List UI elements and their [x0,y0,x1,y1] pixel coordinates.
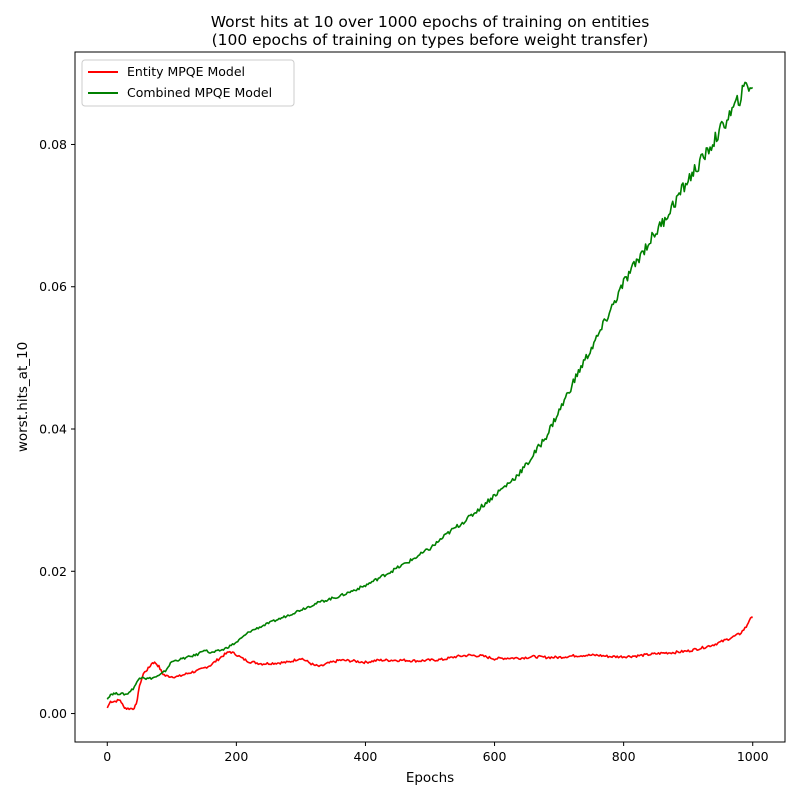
x-tick-label: 400 [354,749,378,764]
x-tick-label: 800 [612,749,636,764]
x-axis-label: Epochs [406,770,454,786]
y-tick-label: 0.02 [39,564,67,579]
x-tick-label: 200 [224,749,248,764]
legend: Entity MPQE Model Combined MPQE Model [81,59,295,107]
y-axis: 0.00 0.02 0.04 0.06 0.08 [39,137,75,721]
legend-label-entity: Entity MPQE Model [127,64,245,79]
x-axis: 0 200 400 600 800 1000 [103,742,769,764]
y-tick-label: 0.04 [39,422,67,437]
plot-area [75,52,785,742]
chart-title-line1: Worst hits at 10 over 1000 epochs of tra… [211,13,650,31]
combined-mpqe-series-line [106,81,754,700]
legend-frame [81,59,295,107]
x-tick-label: 0 [103,749,111,764]
y-tick-label: 0.00 [39,706,67,721]
y-tick-label: 0.06 [39,279,67,294]
plot-frame [74,51,786,743]
x-tick-label: 600 [483,749,507,764]
y-axis-label: worst.hits_at_10 [15,342,31,452]
x-tick-label: 1000 [737,749,769,764]
chart-title-line2: (100 epochs of training on types before … [212,31,649,49]
legend-label-combined: Combined MPQE Model [127,85,272,100]
series-layer [106,81,754,711]
entity-mpqe-series-line [106,616,753,711]
y-tick-label: 0.08 [39,137,67,152]
